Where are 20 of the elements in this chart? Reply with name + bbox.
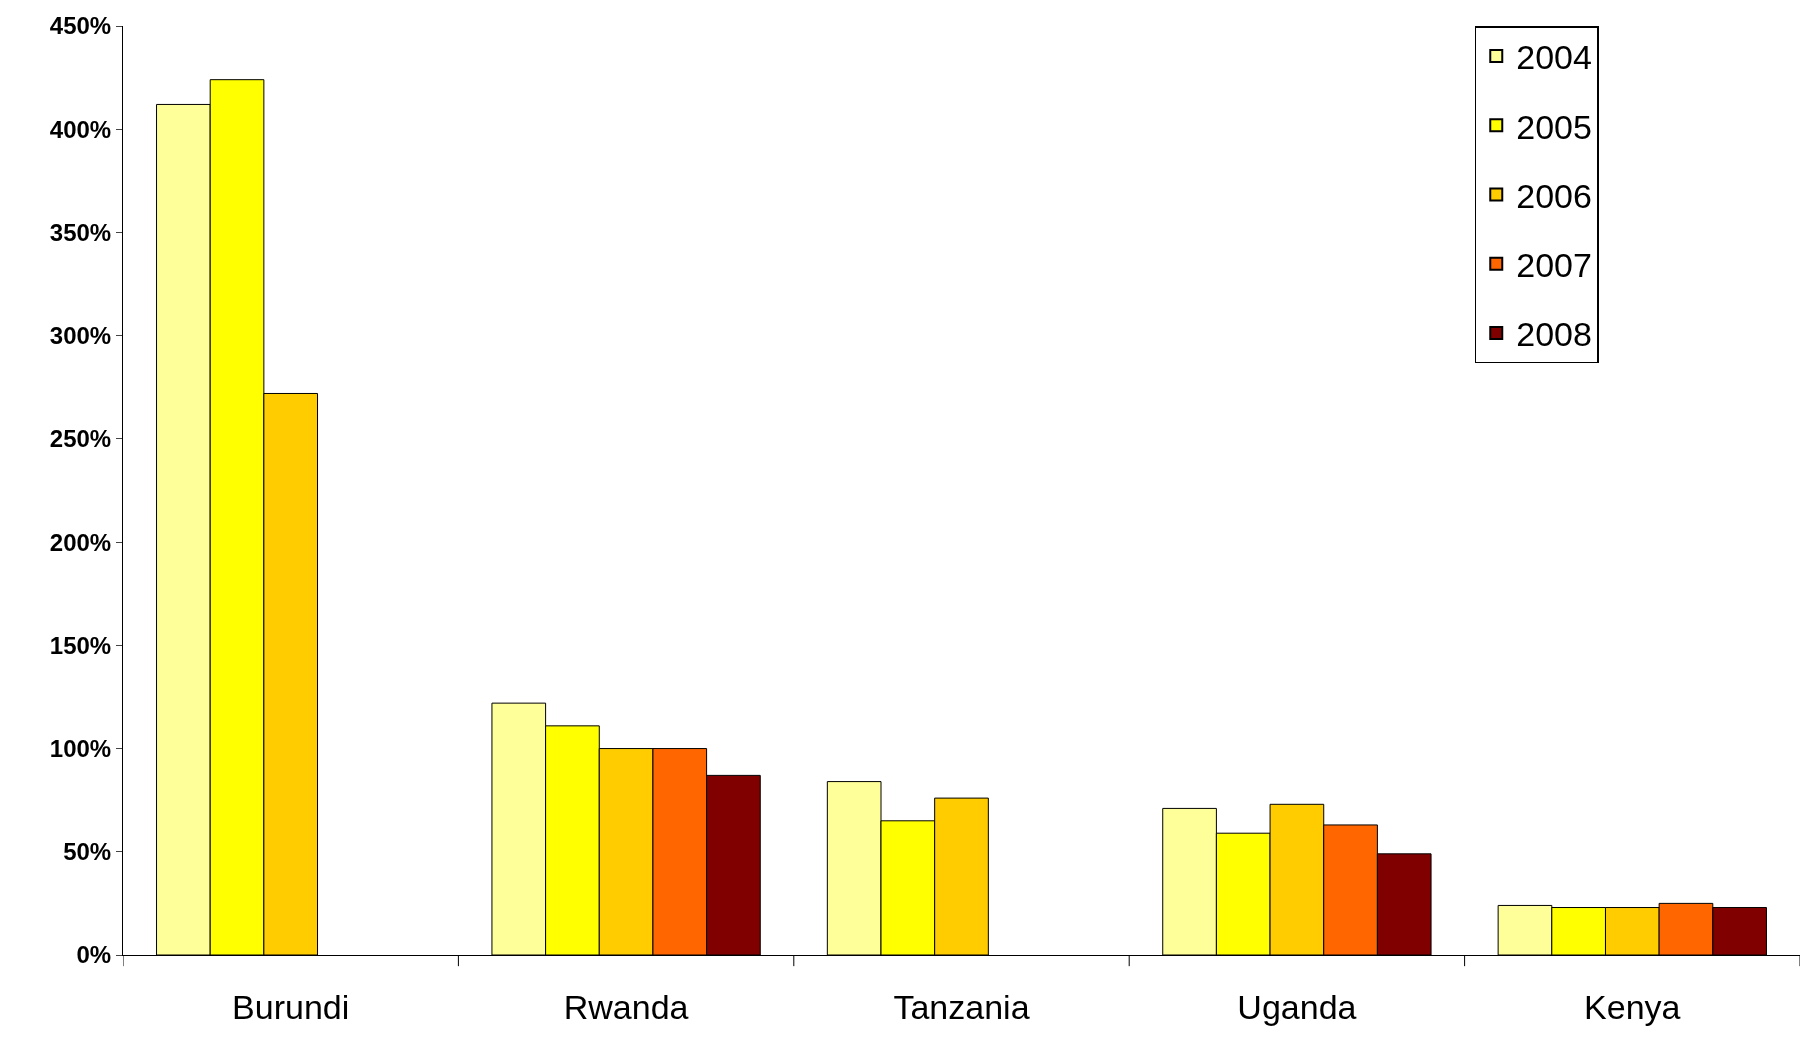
legend-label: 2004 <box>1516 38 1592 77</box>
y-tick-label: 300% <box>49 322 112 350</box>
x-tick-label: Rwanda <box>563 987 689 1026</box>
y-tick-label: 50% <box>63 838 112 866</box>
y-tick-label: 0% <box>76 941 112 969</box>
x-tick-label: Tanzania <box>893 987 1030 1026</box>
legend-label: 2006 <box>1516 176 1592 215</box>
x-tick-label: Kenya <box>1584 987 1681 1026</box>
y-tick-label: 150% <box>49 631 112 659</box>
y-tick-label: 200% <box>49 528 112 556</box>
y-tick-label: 350% <box>49 218 112 246</box>
y-tick-label: 450% <box>49 12 112 40</box>
x-tick-label: Uganda <box>1237 987 1357 1026</box>
legend-label: 2005 <box>1516 107 1592 146</box>
legend-label: 2008 <box>1516 315 1592 354</box>
y-tick-label: 100% <box>49 734 112 762</box>
y-tick-label: 400% <box>49 115 112 143</box>
x-tick-label: Burundi <box>232 987 350 1026</box>
y-tick-label: 250% <box>49 425 112 453</box>
legend-label: 2007 <box>1516 245 1592 284</box>
